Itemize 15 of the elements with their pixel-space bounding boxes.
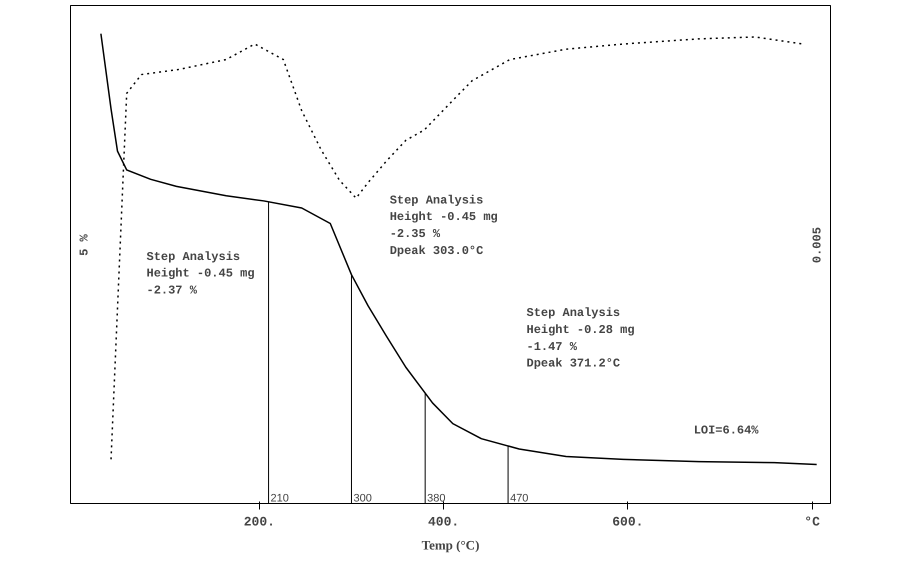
x-tick-label: 400. — [428, 514, 460, 530]
annotation: 5 % — [78, 234, 92, 256]
annotation: LOI=6.64% — [694, 424, 760, 438]
ref-line-label: 210 — [270, 492, 289, 504]
x-tick-label: 200. — [244, 514, 275, 530]
annotation: 0.005 — [810, 227, 824, 264]
x-tick-label: °C — [804, 514, 820, 530]
annotation: Step Analysis Height -0.28 mg -1.47 % Dpeak 371.2°C — [526, 306, 635, 371]
ref-line-label: 300 — [353, 492, 372, 504]
x-axis-title: Temp (°C) — [422, 538, 480, 552]
ref-line-label: 470 — [510, 492, 528, 504]
annotation: Step Analysis Height -0.45 mg -2.35 % Dpeak 303.0°C — [390, 193, 498, 258]
annotation: Step Analysis Height -0.45 mg -2.37 % — [146, 250, 255, 298]
x-tick-label: 600. — [612, 514, 644, 530]
ref-line-label: 380 — [427, 492, 446, 504]
